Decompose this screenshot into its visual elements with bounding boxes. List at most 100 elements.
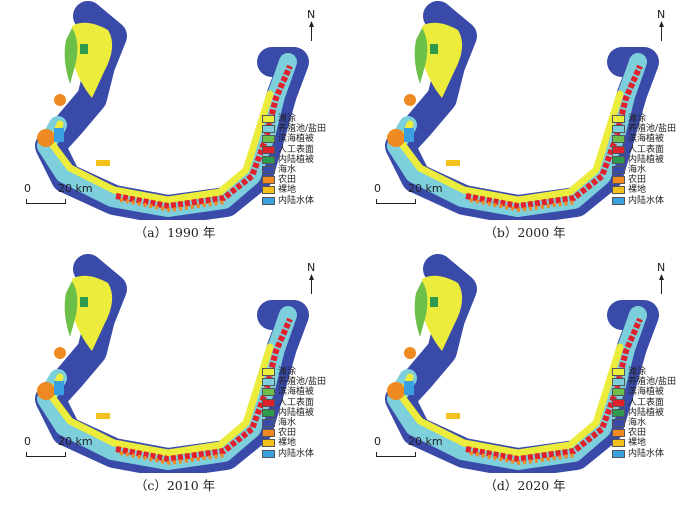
legend-item: 海水: [262, 418, 326, 428]
legend-label: 内陆植被: [278, 407, 315, 418]
legend-item: 人工表面: [612, 145, 676, 155]
north-arrow-icon: [309, 21, 314, 41]
scale-distance: 20 km: [408, 182, 443, 195]
legend-swatch: [612, 419, 625, 428]
farmland-patch: [404, 347, 416, 359]
legend-label: 海水: [278, 164, 297, 175]
legend-swatch: [262, 155, 275, 164]
inland-vegetation-patch: [430, 44, 438, 54]
legend: 滩涂 养殖池/盐田 滨海植被 人工表面 内陆植被 海水 农田 裸地: [262, 114, 326, 206]
panel-caption: （a）1990 年: [134, 225, 216, 240]
legend-swatch: [262, 449, 275, 458]
legend-label: 滨海植被: [628, 387, 665, 398]
legend-item: 滩涂: [612, 114, 676, 124]
legend-label: 内陆水体: [278, 448, 315, 459]
legend-swatch: [262, 176, 275, 185]
legend-label: 农田: [278, 175, 297, 186]
legend-label: 滨海植被: [278, 134, 315, 145]
legend-item: 内陆水体: [612, 196, 676, 206]
bare-land-patch: [96, 413, 110, 419]
scale-zero: 0: [24, 435, 31, 448]
inland-water-patch: [54, 381, 64, 395]
legend-label: 养殖池/盐田: [628, 377, 677, 388]
legend: 滩涂 养殖池/盐田 滨海植被 人工表面 内陆植被 海水 农田 裸地: [612, 367, 676, 459]
legend-swatch: [262, 378, 275, 387]
scale-bar: 0 20 km: [24, 435, 106, 459]
artificial-surface-area: [465, 64, 643, 209]
legend-swatch: [262, 368, 275, 377]
north-label: N: [657, 8, 666, 21]
legend-swatch: [612, 398, 625, 407]
legend-item: 裸地: [262, 438, 326, 448]
land-use-map: [385, 1, 659, 220]
legend-item: 农田: [262, 428, 326, 438]
legend-item: 内陆植被: [612, 155, 676, 165]
mudflat-area: [422, 275, 463, 351]
legend-swatch: [262, 398, 275, 407]
legend-item: 农田: [612, 175, 676, 185]
legend-label: 海水: [278, 417, 297, 428]
legend-item: 养殖池/盐田: [612, 377, 676, 387]
legend-label: 内陆植被: [628, 407, 665, 418]
mudflat-strip: [398, 90, 624, 204]
coastal-vegetation-area: [414, 28, 428, 84]
farmland-area: [119, 451, 227, 466]
legend-label: 滩涂: [628, 114, 647, 124]
coastal-vegetation-area: [64, 281, 78, 337]
legend: 滩涂 养殖池/盐田 滨海植被 人工表面 内陆植被 海水 农田 裸地: [612, 114, 676, 206]
farmland-patch: [54, 347, 66, 359]
legend-label: 滨海植被: [628, 134, 665, 145]
legend-label: 人工表面: [628, 397, 665, 408]
legend-swatch: [612, 439, 625, 448]
legend-item: 裸地: [612, 438, 676, 448]
map-panel: N 0 20 km 滩涂 养殖池/盐田 滨海植被 人工表面: [0, 253, 350, 506]
scale-line: [26, 199, 66, 204]
legend-label: 养殖池/盐田: [278, 377, 327, 388]
legend-label: 农田: [628, 175, 647, 186]
inland-vegetation-patch: [80, 297, 88, 307]
legend-item: 滨海植被: [612, 134, 676, 144]
map-panel: N 0 20 km 滩涂 养殖池/盐田 滨海植被 人工表面: [350, 0, 700, 253]
legend-label: 人工表面: [628, 144, 665, 155]
legend-item: 人工表面: [612, 398, 676, 408]
inland-water-patch: [404, 128, 414, 142]
legend-label: 养殖池/盐田: [628, 124, 677, 135]
legend-item: 滨海植被: [262, 134, 326, 144]
legend-swatch: [612, 408, 625, 417]
north-arrow-icon: [659, 274, 664, 294]
legend-item: 人工表面: [262, 398, 326, 408]
legend-item: 农田: [612, 428, 676, 438]
legend-item: 内陆水体: [612, 449, 676, 459]
legend-swatch: [612, 449, 625, 458]
legend-swatch: [262, 115, 275, 124]
legend-item: 农田: [262, 175, 326, 185]
legend-label: 滩涂: [278, 367, 297, 377]
scale-line: [376, 452, 416, 457]
scale-bar: 0 20 km: [24, 182, 106, 206]
north-arrow: N: [654, 261, 670, 295]
legend-swatch: [262, 388, 275, 397]
north-label: N: [307, 261, 316, 274]
scale-zero: 0: [374, 435, 381, 448]
bare-land-patch: [446, 160, 460, 166]
land-use-map: [385, 254, 659, 473]
legend-label: 内陆水体: [278, 195, 315, 206]
scale-line: [26, 452, 66, 457]
legend-swatch: [612, 115, 625, 124]
legend-label: 养殖池/盐田: [278, 124, 327, 135]
legend-label: 裸地: [278, 185, 297, 196]
farmland-area: [119, 198, 227, 213]
coastal-vegetation-area: [64, 28, 78, 84]
legend-swatch: [612, 429, 625, 438]
mudflat-strip: [48, 343, 274, 457]
legend-label: 滩涂: [278, 114, 297, 124]
legend-item: 滩涂: [612, 367, 676, 377]
scale-zero: 0: [24, 182, 31, 195]
legend-label: 内陆水体: [628, 448, 665, 459]
mudflat-area: [72, 275, 113, 351]
legend-label: 裸地: [628, 438, 647, 449]
legend-item: 滨海植被: [262, 387, 326, 397]
scale-bar: 0 20 km: [374, 182, 456, 206]
legend-item: 人工表面: [262, 145, 326, 155]
scale-distance: 20 km: [58, 182, 93, 195]
